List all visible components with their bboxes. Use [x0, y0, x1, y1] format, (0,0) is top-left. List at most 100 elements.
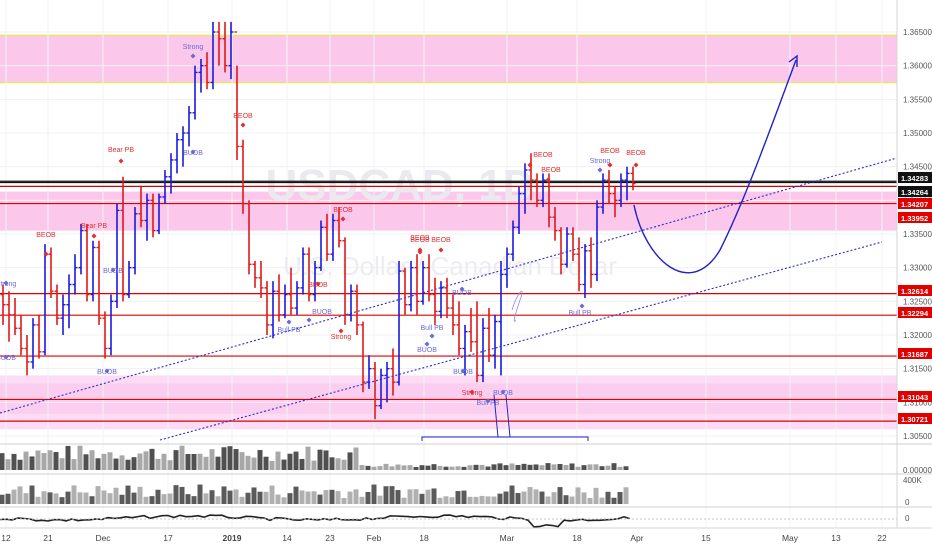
volume-bar	[437, 465, 443, 470]
volume-bar	[425, 465, 431, 470]
price-tick-label: 1.36000	[903, 62, 932, 71]
volume-bar	[101, 453, 107, 470]
indicator-bar	[173, 485, 179, 504]
volume-bar	[419, 465, 425, 470]
signal-diamond-icon	[286, 319, 292, 325]
indicator-bar	[521, 491, 527, 504]
indicator-bar	[17, 486, 23, 504]
signal-diamond-icon	[459, 286, 465, 292]
price-tick-label: 1.31500	[903, 365, 932, 374]
signal-diamond-icon	[633, 162, 639, 168]
horizontal-levels[interactable]	[0, 180, 897, 422]
price-tick-label: 1.32000	[903, 331, 932, 340]
signal-diamond-icon	[91, 233, 97, 239]
volume-bar	[407, 465, 413, 470]
oscillator-panel	[0, 514, 897, 528]
signal-label: Bull PB	[477, 400, 500, 407]
indicator-bar	[371, 484, 377, 504]
time-tick-label: 2019	[223, 533, 242, 543]
level-price-text: 1.34207	[901, 200, 928, 209]
signal-diamond-icon	[545, 177, 551, 183]
trendline-upper[interactable]	[0, 157, 898, 414]
trendline-lower[interactable]	[159, 241, 883, 441]
time-axis[interactable]: 12 21 Dec 17 2019 14 23 Feb 18 Mar 18 Apr 15 May 13 22	[1, 533, 887, 543]
indicator-bar	[251, 487, 257, 504]
level-price-tag	[898, 198, 932, 209]
indicator-bar	[179, 486, 185, 504]
volume-bar	[509, 463, 515, 470]
indicator-bar	[71, 485, 77, 504]
zone-rect	[0, 191, 897, 231]
indicator-bar	[599, 497, 605, 504]
volume-bar	[125, 459, 131, 470]
indicator-bar	[185, 494, 191, 504]
volume-bar	[5, 459, 11, 470]
volume-bar	[443, 466, 449, 470]
indicator-bar	[11, 489, 17, 504]
signal-diamond-icon	[500, 389, 506, 395]
indicator-bar	[0, 494, 5, 504]
indicator-bar	[137, 486, 143, 504]
time-tick-label: 13	[831, 533, 841, 543]
volume-bar	[221, 447, 227, 470]
price-candles	[0, 21, 636, 420]
volume-bar	[605, 465, 611, 470]
indicator-bar	[419, 493, 425, 504]
volume-bar	[431, 464, 437, 470]
indicator-bar	[341, 497, 347, 504]
indicator-bar	[551, 492, 557, 504]
volume-bar	[479, 464, 485, 470]
indicator-bar	[293, 486, 299, 504]
volume-bar	[575, 466, 581, 470]
signal-label: BEOB	[600, 148, 620, 155]
signal-label: BEOB	[431, 237, 451, 244]
time-tick-label: 21	[43, 533, 53, 543]
indicator-bar	[65, 491, 71, 504]
level-price-tag	[898, 285, 932, 296]
time-tick-label: 14	[282, 533, 292, 543]
price-tick-label: 1.32500	[903, 297, 932, 306]
indicator-bar	[89, 496, 95, 504]
indicator-bar	[5, 493, 11, 504]
volume-panel	[0, 445, 629, 470]
signal-label: Bull PB	[278, 327, 301, 334]
level-price-tag	[898, 348, 932, 359]
volume-bar	[485, 466, 491, 470]
signal-diamond-icon	[438, 247, 444, 253]
indicator-bar	[125, 485, 131, 504]
time-tick-label: 22	[877, 533, 887, 543]
signal-diamond-icon	[340, 216, 346, 222]
volume-bar	[383, 463, 389, 470]
indicator-bar	[461, 490, 467, 504]
signal-label: BUOB	[453, 369, 473, 376]
volume-bar	[521, 463, 527, 470]
indicator-bar	[155, 489, 161, 504]
indicator-bar	[593, 487, 599, 504]
volume-bar	[569, 463, 575, 470]
projection-arrow-path[interactable]	[633, 59, 797, 274]
indicator-bar	[491, 496, 497, 504]
range-bracket[interactable]	[421, 436, 589, 441]
volume-bar	[41, 453, 47, 470]
indicator-bar	[143, 496, 149, 504]
indicator-bar	[317, 494, 323, 504]
time-tick-label: Apr	[630, 533, 643, 543]
indicator-bar	[377, 495, 383, 504]
volume-bar	[185, 453, 191, 470]
indicator-bar	[623, 487, 629, 504]
volume-bar	[95, 458, 101, 470]
time-tick-label: Dec	[95, 533, 111, 543]
signal-label: Strong	[0, 281, 16, 288]
volume-bar	[455, 466, 461, 470]
time-tick-label: Feb	[367, 533, 382, 543]
volume-bar	[173, 450, 179, 470]
signal-label: Strong	[331, 334, 352, 341]
signal-label: BEOB	[36, 232, 56, 239]
volume-bar	[371, 466, 377, 470]
volume-bar	[77, 445, 83, 470]
volume-bar	[473, 464, 479, 470]
signal-label: Bear PB	[108, 147, 134, 154]
level-price-text: 1.34264	[901, 188, 929, 197]
